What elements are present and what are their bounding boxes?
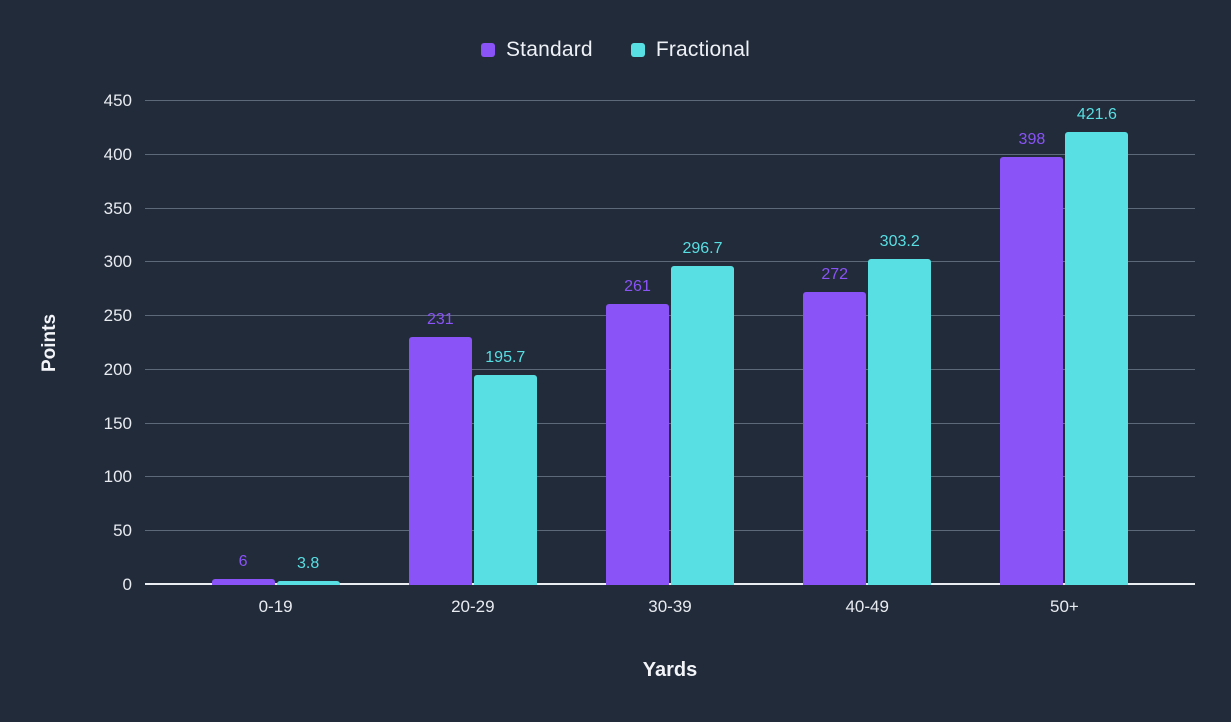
- bar-group-20-29: 231 195.7: [374, 101, 571, 585]
- bar-standard-0-19[interactable]: [211, 578, 275, 585]
- bar-value-fractional-20-29: 195.7: [485, 348, 526, 366]
- bar-wrap-standard-20-29: 231: [408, 311, 472, 585]
- y-tick-label-250: 250: [103, 306, 132, 326]
- bar-standard-50+[interactable]: [1000, 156, 1064, 585]
- y-tick-label-200: 200: [103, 359, 132, 379]
- x-category-label-20-29: 20-29: [451, 597, 495, 616]
- y-tick-label-0: 0: [122, 575, 132, 594]
- bar-group-40-49: 272 303.2: [769, 101, 966, 585]
- plot-area: 0 50 100 150 200 250 300 350 400 450 6 3.8 231 195.7…: [104, 91, 1195, 594]
- legend-item-standard[interactable]: Standard: [480, 38, 593, 62]
- bar-standard-40-49[interactable]: [803, 292, 867, 585]
- legend-label-fractional: Fractional: [655, 38, 751, 61]
- bar-fractional-50+[interactable]: [1065, 131, 1129, 585]
- bar-wrap-fractional-0-19: 3.8: [276, 555, 340, 585]
- bar-wrap-standard-50+: 398: [1000, 131, 1064, 585]
- x-axis-title: Yards: [642, 659, 698, 681]
- bar-group-50+: 398 421.6: [966, 101, 1163, 585]
- gridline-250: [145, 315, 1195, 317]
- gridline-150: [145, 422, 1195, 424]
- gridline-200: [145, 368, 1195, 370]
- gridline-300: [145, 261, 1195, 263]
- y-tick-label-350: 350: [103, 198, 132, 218]
- bar-fractional-40-49[interactable]: [868, 258, 932, 585]
- bar-standard-20-29[interactable]: [408, 336, 472, 585]
- gridline-100: [145, 476, 1195, 478]
- bar-wrap-standard-40-49: 272: [803, 266, 867, 585]
- legend-label-standard: Standard: [505, 38, 593, 61]
- y-tick-label-150: 150: [103, 413, 132, 433]
- y-tick-label-450: 450: [103, 91, 132, 110]
- y-axis-title: Points: [39, 313, 60, 373]
- gridline-50: [145, 530, 1195, 532]
- bar-value-standard-50+: 398: [1018, 130, 1046, 148]
- bar-value-fractional-0-19: 3.8: [296, 554, 320, 572]
- bar-value-fractional-30-39: 296.7: [682, 239, 723, 257]
- bar-wrap-fractional-50+: 421.6: [1065, 106, 1129, 585]
- bar-value-standard-20-29: 231: [426, 310, 454, 328]
- bars-layer: 6 3.8 231 195.7 261 296.7 272 303.2 398 421.6: [145, 101, 1195, 585]
- y-tick-label-300: 300: [103, 252, 132, 272]
- x-category-label-40-49: 40-49: [845, 597, 889, 616]
- gridline-450: [145, 100, 1195, 101]
- bar-group-30-39: 261 296.7: [571, 101, 768, 585]
- bar-wrap-fractional-20-29: 195.7: [473, 349, 537, 585]
- bar-group-0-19: 6 3.8: [177, 101, 374, 585]
- y-tick-label-400: 400: [103, 144, 132, 164]
- y-tick-label-100: 100: [103, 467, 132, 487]
- x-category-label-50+: 50+: [1049, 597, 1079, 616]
- x-category-label-0-19: 0-19: [258, 597, 293, 616]
- gridline-350: [145, 207, 1195, 209]
- bar-fractional-0-19[interactable]: [276, 580, 340, 585]
- legend-swatch-fractional-icon: [630, 43, 645, 57]
- bar-wrap-standard-30-39: 261: [606, 278, 669, 585]
- x-axis-category-labels: 0-19 20-29 30-39 40-49 50+: [145, 597, 1195, 617]
- x-category-label-30-39: 30-39: [648, 597, 692, 616]
- bar-value-standard-0-19: 6: [238, 552, 248, 570]
- bar-wrap-fractional-30-39: 296.7: [671, 240, 734, 585]
- legend-item-fractional[interactable]: Fractional: [630, 38, 751, 62]
- bar-fractional-30-39[interactable]: [671, 265, 734, 585]
- bar-standard-30-39[interactable]: [606, 304, 669, 585]
- x-axis-line: [145, 583, 1195, 585]
- bar-value-fractional-40-49: 303.2: [879, 232, 920, 250]
- bar-value-fractional-50+: 421.6: [1076, 105, 1117, 123]
- legend-swatch-standard-icon: [480, 43, 495, 57]
- bar-wrap-fractional-40-49: 303.2: [868, 233, 932, 585]
- bar-value-standard-30-39: 261: [624, 278, 651, 296]
- bar-fractional-20-29[interactable]: [473, 374, 537, 585]
- bar-wrap-standard-0-19: 6: [211, 553, 275, 585]
- legend: Standard Fractional: [0, 38, 1231, 62]
- gridline-400: [145, 153, 1195, 155]
- bar-value-standard-40-49: 272: [821, 266, 849, 284]
- y-tick-label-50: 50: [113, 521, 132, 541]
